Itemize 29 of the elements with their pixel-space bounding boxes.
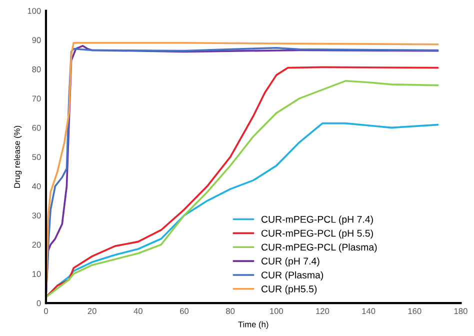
x-tick-label: 60 xyxy=(180,308,189,314)
x-tick-label: 160 xyxy=(408,308,422,314)
legend-label: CUR-mPEG-PCL (pH 5.5) xyxy=(262,230,373,239)
legend-label: CUR (pH5.5) xyxy=(262,285,317,294)
legend-label: CUR-mPEG-PCL (Plasma) xyxy=(262,243,377,253)
y-tick-label: 90 xyxy=(32,37,41,44)
x-tick-label: 0 xyxy=(44,308,48,314)
legend-label: CUR-mPEG-PCL (pH 7.4) xyxy=(262,216,373,225)
x-tick-label: 20 xyxy=(88,308,96,314)
x-tick-label: 40 xyxy=(134,308,142,314)
y-tick-label: 80 xyxy=(32,66,41,72)
x-tick-label: 80 xyxy=(226,308,235,314)
x-tick-label: 180 xyxy=(454,308,468,314)
x-axis-title: Time (h) xyxy=(238,321,268,330)
legend-label: CUR (Plasma) xyxy=(262,271,324,280)
y-tick-label: 20 xyxy=(32,242,41,248)
y-tick-label: 10 xyxy=(32,271,41,277)
y-tick-label: 30 xyxy=(32,212,41,218)
legend-label: CUR (pH 7.4) xyxy=(262,257,320,266)
x-tick-label: 120 xyxy=(316,308,330,314)
y-axis-title: Drug release (%) xyxy=(14,126,22,188)
x-tick-label: 100 xyxy=(270,308,284,314)
y-tick-label: 100 xyxy=(28,8,41,14)
y-tick-label: 60 xyxy=(32,124,41,131)
y-tick-label: 0 xyxy=(36,300,41,306)
y-tick-label: 40 xyxy=(32,183,41,190)
y-tick-label: 70 xyxy=(32,96,41,102)
y-tick-label: 50 xyxy=(32,154,41,160)
x-tick-label: 140 xyxy=(362,308,376,314)
